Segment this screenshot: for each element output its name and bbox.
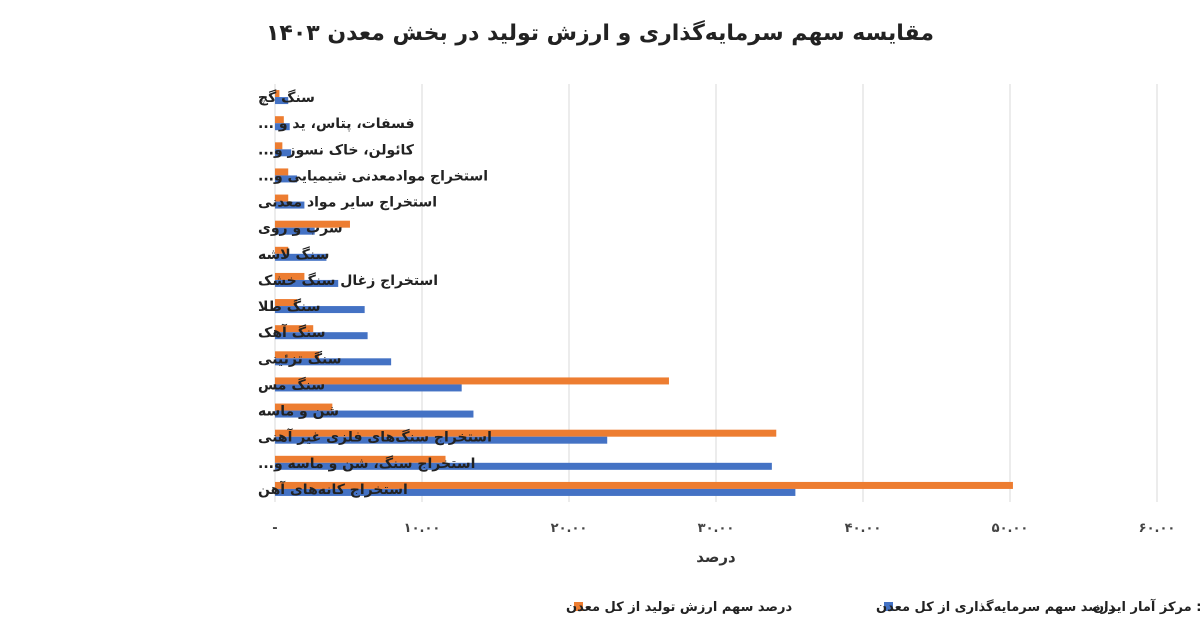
bar-investment (275, 123, 290, 131)
bar-investment (275, 253, 327, 261)
category-label: سنگ مس (258, 376, 325, 393)
bar-production (275, 481, 1013, 489)
category-label: استخراج سایر مواد معدنی (258, 195, 437, 211)
category-label: استخراج موادمعدنی شیمیایی و... (258, 168, 488, 184)
bar-production (275, 429, 777, 437)
bar-investment (275, 436, 608, 444)
bar-investment (275, 97, 289, 105)
bar-production (275, 116, 284, 124)
category-label: فسفات، پتاس، ید و ... (258, 116, 415, 132)
x-tick-label: - (272, 521, 277, 536)
legend-swatch-production (574, 602, 583, 611)
bar-investment (275, 227, 315, 235)
category-label: کائولن، خاک نسوز و... (258, 142, 415, 158)
bar-production (275, 455, 446, 463)
x-tick-label: ۱۰.۰۰ (404, 521, 441, 536)
legend: درصد سهم ارزش تولید از کل معدن درصد سهم … (566, 599, 1115, 615)
bar-production (275, 168, 289, 176)
bar-investment (275, 175, 298, 183)
bar-production (275, 377, 669, 385)
bar-production (275, 403, 333, 411)
category-label: سنگ طلا (258, 298, 321, 315)
bar-production (275, 272, 305, 280)
bar-investment (275, 149, 292, 157)
bar-investment (275, 201, 305, 209)
chart-title: مقایسه سهم سرمایه‌گذاری و ارزش تولید در … (266, 19, 934, 46)
bar-investment (275, 358, 392, 366)
bar-investment (275, 488, 796, 496)
category-label: سنگ گچ (258, 89, 315, 106)
bar-production (275, 220, 350, 228)
bar-production (275, 246, 289, 254)
x-tick-label: ۲۰.۰۰ (551, 521, 588, 536)
category-label: سنگ لاشه (258, 246, 329, 263)
gridlines (274, 84, 1158, 502)
x-axis-title: درصد (696, 548, 736, 566)
bar-production (275, 325, 314, 333)
bar-investment (275, 410, 474, 418)
category-labels: سنگ گچ فسفات، پتاس، ید و ... کائولن، خاک ن… (258, 89, 492, 498)
legend-label-investment: درصد سهم سرمایه‌گذاری از کل معدن (876, 599, 1115, 615)
category-label: استخراج کانه‌های آهن (258, 480, 408, 498)
bar-investment (275, 306, 365, 314)
category-label: شن و ماسه (258, 404, 339, 420)
category-label: سنگ آهک (258, 323, 326, 341)
x-tick-label: ۵۰.۰۰ (992, 521, 1029, 536)
category-label: استخراج زغال سنگ خشک (258, 272, 438, 289)
category-label: سنگ تزئینی (258, 350, 342, 367)
bar-production (275, 194, 289, 202)
legend-label-production: درصد سهم ارزش تولید از کل معدن (566, 600, 792, 615)
category-label: استخراج سنگ‌های فلزی غیر آهنی (258, 428, 492, 446)
category-label: سرب و روی (258, 221, 343, 237)
bar-investment (275, 384, 462, 392)
bar-production (275, 90, 280, 98)
bar-investment (275, 462, 772, 470)
x-tick-label: ۴۰.۰۰ (845, 521, 882, 536)
x-tick-label: ۶۰.۰۰ (1139, 521, 1176, 536)
bar-production (275, 142, 283, 150)
source-note: منبع: مرکز آمار ایران (1093, 598, 1200, 615)
bars (275, 90, 1013, 496)
bar-production (275, 299, 298, 307)
legend-swatch-investment (884, 602, 893, 611)
bar-investment (275, 279, 339, 287)
bar-investment (275, 332, 368, 340)
category-label: استخراج سنگ، شن و ماسه و... (258, 455, 475, 472)
tick-labels: - ۱۰.۰۰ ۲۰.۰۰ ۳۰.۰۰ ۴۰.۰۰ ۵۰.۰۰ ۶۰.۰۰ (272, 521, 1175, 536)
x-tick-label: ۳۰.۰۰ (698, 521, 735, 536)
bar-production (275, 351, 320, 359)
